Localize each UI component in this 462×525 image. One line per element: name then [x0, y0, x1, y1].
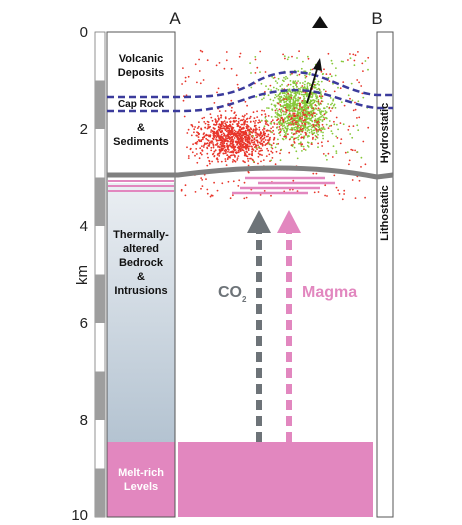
co2-main-text: CO	[218, 284, 242, 301]
cap-rock-label: Cap Rock	[118, 99, 165, 110]
melt-rich-layer-main	[178, 442, 373, 517]
bedrock-label-line1: Thermally-	[113, 229, 169, 241]
tick-label-10: 10	[71, 507, 88, 524]
magma-flux-arrow	[277, 210, 301, 442]
lithostatic-label: Lithostatic	[379, 185, 391, 241]
co2-subscript: 2	[242, 295, 247, 304]
depth-ticks: 0 2 4 6 8 10	[71, 24, 88, 524]
co2-label: CO2	[218, 284, 247, 304]
vent-conduit-arrow	[306, 58, 322, 104]
bedrock-label-line3: Bedrock	[119, 257, 164, 269]
particle-scatter	[180, 49, 370, 201]
bedrock-label-line5: Intrusions	[114, 285, 167, 297]
stratigraphic-column	[106, 31, 176, 518]
sill-lines	[232, 176, 335, 195]
magma-label: Magma	[302, 284, 357, 301]
tick-label-2: 2	[80, 121, 88, 138]
bedrock-label-line4: &	[137, 271, 145, 283]
hydrostatic-label: Hydrostatic	[379, 103, 391, 164]
co2-flux-arrow	[247, 210, 271, 442]
bedrock-boundary	[107, 165, 394, 180]
sediments-label-line1: &	[137, 122, 145, 134]
bedrock-layer	[107, 183, 175, 442]
tick-label-4: 4	[80, 218, 88, 235]
tick-label-0: 0	[80, 24, 88, 41]
volcanic-label-line2: Deposits	[118, 67, 164, 79]
melt-label-line1: Melt-rich	[118, 467, 164, 479]
pressure-column	[376, 31, 394, 518]
tick-label-6: 6	[80, 315, 88, 332]
tick-label-8: 8	[80, 412, 88, 429]
depth-scale-bar	[94, 31, 106, 518]
melt-rich-layer-left	[107, 442, 175, 517]
column-label-b: B	[371, 9, 382, 28]
column-intrusion-lines	[108, 180, 174, 192]
sediments-label-line2: Sediments	[113, 136, 169, 148]
triangle-up-icon	[312, 16, 328, 28]
volcanic-label-line1: Volcanic	[119, 53, 163, 65]
column-label-a: A	[169, 9, 181, 28]
layer-labels: Volcanic Deposits Cap Rock & Sediments T…	[113, 53, 169, 493]
melt-label-line2: Levels	[124, 481, 158, 493]
cap-rock-lines	[107, 70, 393, 113]
depth-axis-unit: km	[74, 265, 91, 285]
bedrock-label-line2: altered	[123, 243, 159, 255]
